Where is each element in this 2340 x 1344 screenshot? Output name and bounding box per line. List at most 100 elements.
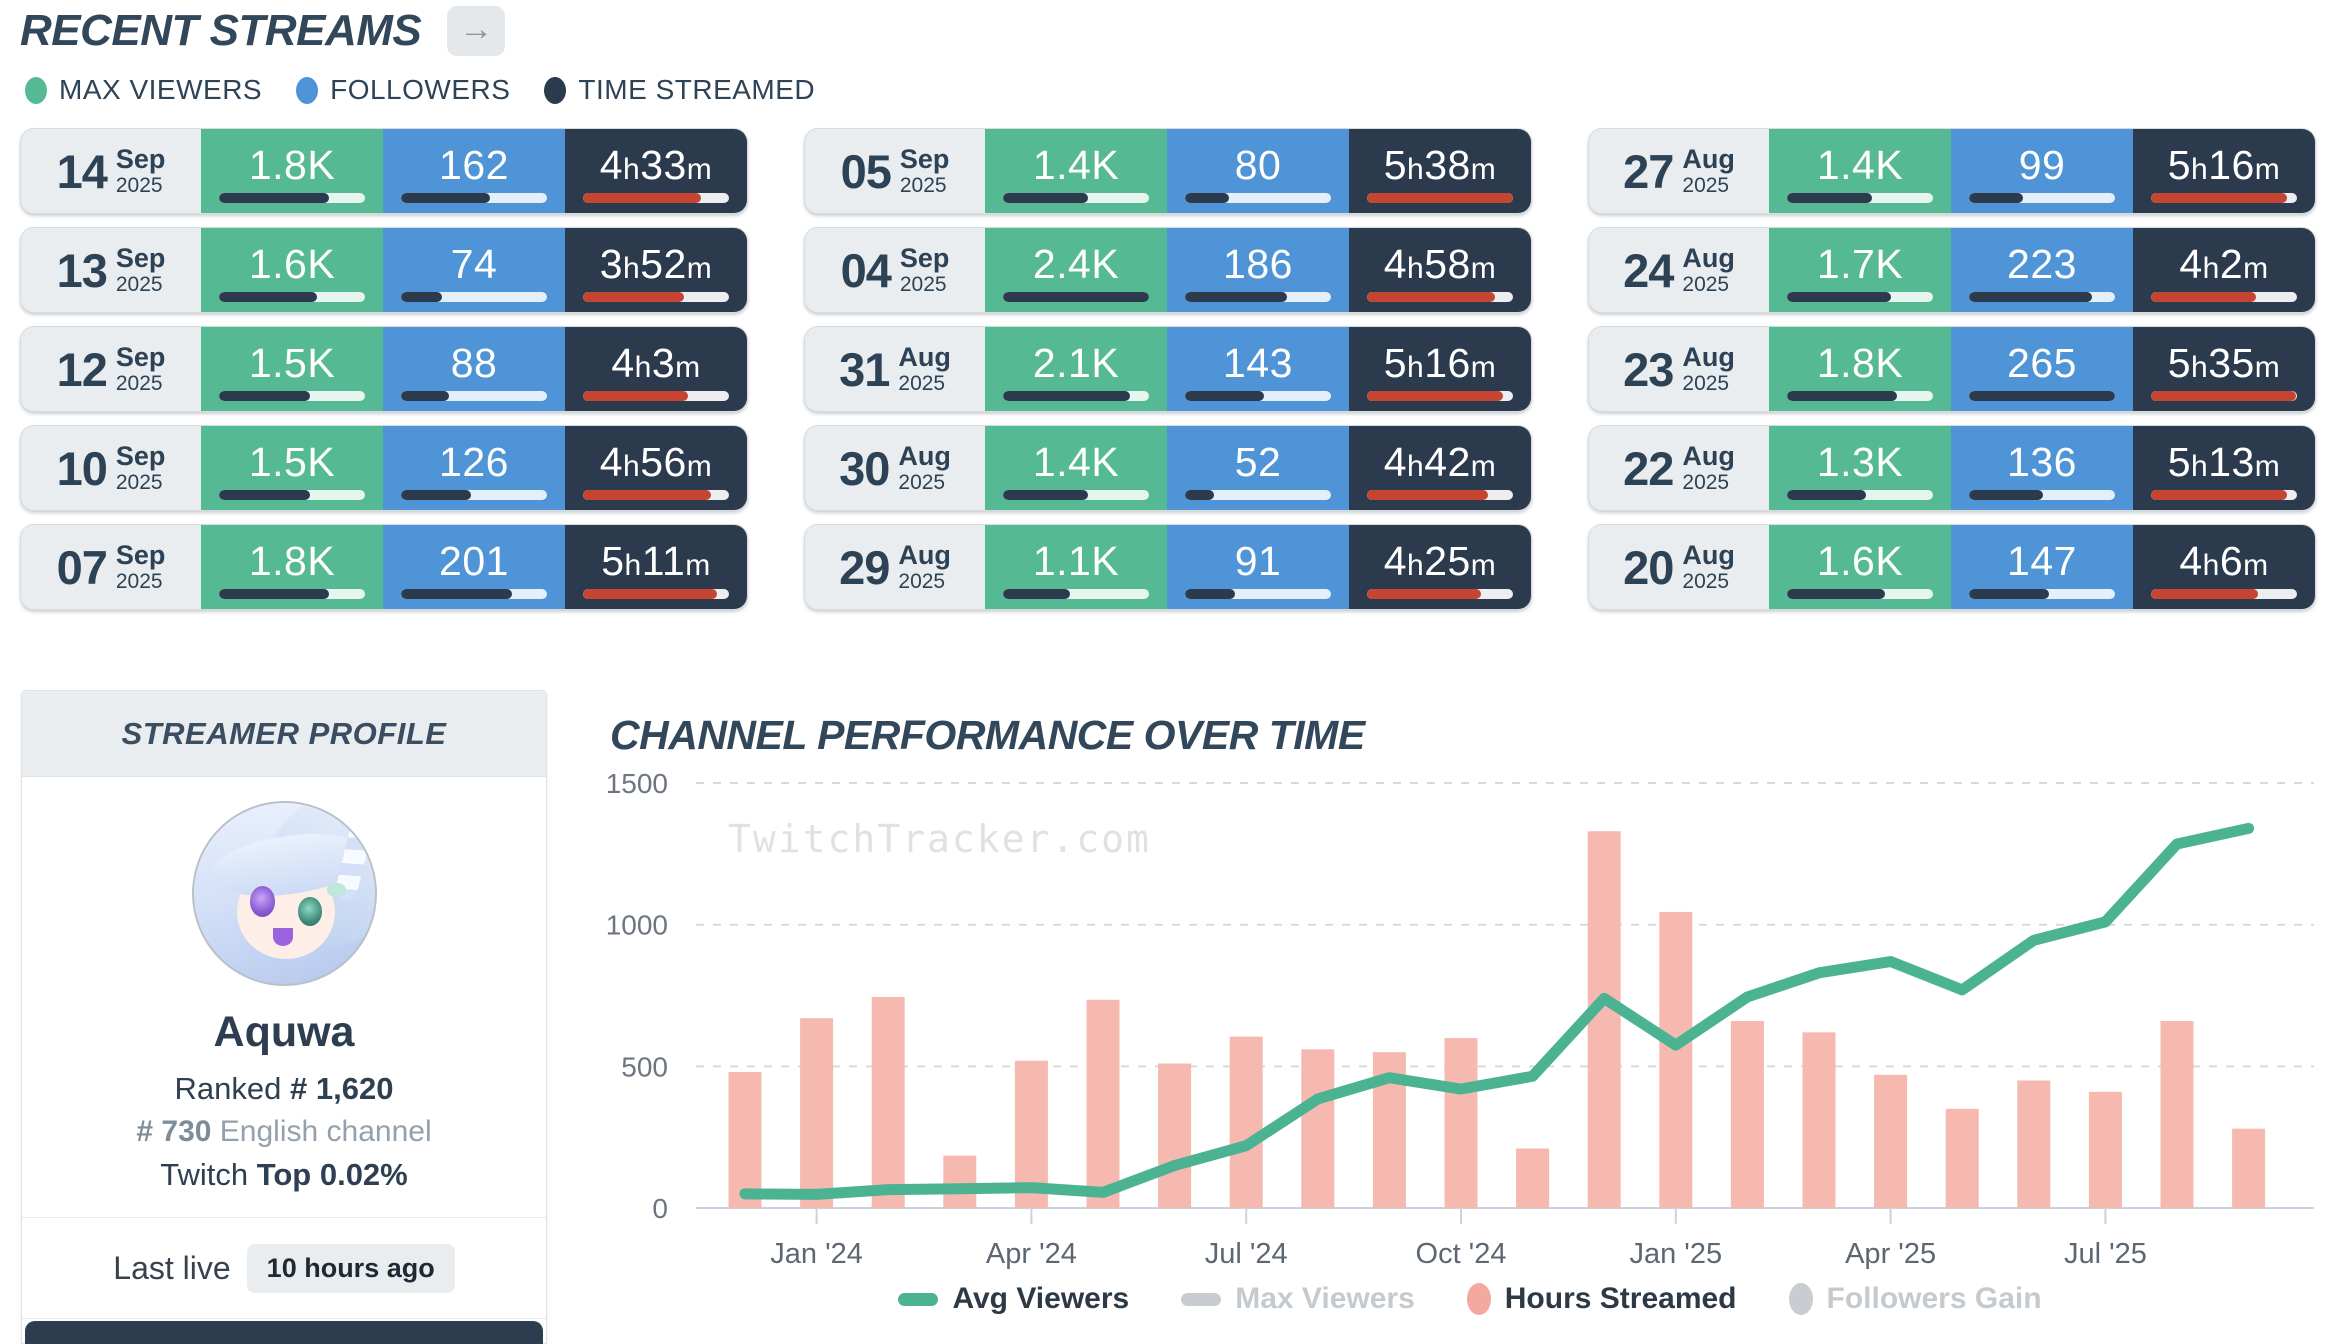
stream-month-year: Sep 2025 [115, 342, 166, 395]
stream-row[interactable]: 24 Aug 2025 1.7K 223 4h2m [1588, 227, 2316, 313]
progress-fill [2151, 490, 2287, 501]
stream-row[interactable]: 10 Sep 2025 1.5K 126 4h56m [20, 425, 748, 511]
time-streamed-value: 4h6m [2179, 537, 2269, 584]
progress-fill [583, 193, 702, 204]
time-streamed-value: 5h11m [601, 537, 711, 584]
max-viewers-cell: 1.3K [1769, 426, 1951, 510]
hours-streamed-bar[interactable] [2232, 1128, 2266, 1208]
followers-cell: 91 [1167, 525, 1349, 609]
progress-bar [1787, 391, 1933, 402]
stream-row[interactable]: 27 Aug 2025 1.4K 99 5h16m [1588, 128, 2316, 214]
followers-cell: 74 [383, 228, 565, 312]
time-streamed-value: 3h52m [599, 240, 713, 287]
max-viewers-cell: 1.4K [1769, 129, 1951, 213]
stream-year: 2025 [898, 372, 946, 395]
hours-streamed-bar[interactable] [871, 996, 905, 1208]
time-streamed-cell: 5h16m [2133, 129, 2315, 213]
progress-bar [401, 490, 547, 501]
stream-row[interactable]: 23 Aug 2025 1.8K 265 5h35m [1588, 326, 2316, 412]
hours-streamed-bar[interactable] [1444, 1038, 1478, 1208]
max-viewers-cell: 1.6K [1769, 525, 1951, 609]
hours-streamed-bar[interactable] [728, 1072, 762, 1208]
followers-value: 201 [439, 537, 509, 584]
hours-streamed-bar[interactable] [1301, 1049, 1335, 1208]
chart-legend-item-max-viewers[interactable]: Max Viewers [1181, 1282, 1415, 1316]
max-viewers-value: 1.6K [248, 240, 336, 287]
stream-row[interactable]: 30 Aug 2025 1.4K 52 4h42m [804, 425, 1532, 511]
max-viewers-cell: 2.1K [985, 327, 1167, 411]
stream-date: 23 Aug 2025 [1589, 327, 1769, 411]
last-live-row: Last live 10 hours ago [22, 1218, 546, 1318]
hours-streamed-bar[interactable] [1730, 1021, 1764, 1208]
progress-fill [1787, 292, 1891, 303]
stream-year: 2025 [898, 570, 946, 593]
max-viewers-value: 2.1K [1032, 339, 1120, 386]
hours-streamed-bar[interactable] [1158, 1063, 1192, 1208]
stream-row[interactable]: 31 Aug 2025 2.1K 143 5h16m [804, 326, 1532, 412]
time-streamed-dot-icon [544, 76, 567, 104]
progress-bar [1969, 391, 2115, 402]
hours-streamed-bar[interactable] [943, 1155, 977, 1208]
max-viewers-value: 1.8K [1816, 339, 1904, 386]
progress-bar [1185, 589, 1331, 600]
chart-legend-item-hours-streamed[interactable]: Hours Streamed [1466, 1282, 1737, 1316]
stream-date: 27 Aug 2025 [1589, 129, 1769, 213]
hours-streamed-bar[interactable] [2017, 1080, 2051, 1208]
line-swatch-icon [1181, 1292, 1222, 1306]
progress-bar [219, 490, 365, 501]
progress-bar [583, 391, 729, 402]
hours-streamed-bar[interactable] [1945, 1108, 1979, 1208]
y-axis-label: 500 [621, 1051, 668, 1082]
stream-date: 04 Sep 2025 [805, 228, 985, 312]
max-viewers-cell: 1.4K [985, 426, 1167, 510]
hours-streamed-bar[interactable] [800, 1018, 834, 1208]
max-viewers-dot-icon [25, 76, 47, 104]
time-streamed-cell: 4h42m [1349, 426, 1531, 510]
stream-row[interactable]: 12 Sep 2025 1.5K 88 4h3m [20, 326, 748, 412]
stream-year: 2025 [115, 570, 163, 593]
stream-row[interactable]: 04 Sep 2025 2.4K 186 4h58m [804, 227, 1532, 313]
progress-fill [1185, 391, 1264, 402]
progress-fill [583, 292, 684, 303]
progress-bar [583, 589, 729, 600]
hours-streamed-bar[interactable] [1587, 831, 1621, 1208]
stream-row[interactable]: 07 Sep 2025 1.8K 201 5h11m [20, 524, 748, 610]
twitch-top-value: Top 0.02% [256, 1157, 408, 1192]
max-viewers-value: 1.7K [1816, 240, 1904, 287]
hours-streamed-bar[interactable] [1229, 1036, 1263, 1208]
stream-row[interactable]: 22 Aug 2025 1.3K 136 5h13m [1588, 425, 2316, 511]
stream-day: 23 [1623, 342, 1674, 396]
chart-legend-item-followers-gain[interactable]: Followers Gain [1788, 1282, 2042, 1316]
hours-streamed-bar[interactable] [2160, 1021, 2194, 1208]
stream-row[interactable]: 20 Aug 2025 1.6K 147 4h6m [1588, 524, 2316, 610]
stream-date: 13 Sep 2025 [21, 228, 201, 312]
recent-streams-header: RECENT STREAMS → [20, 6, 506, 56]
hours-streamed-bar[interactable] [1802, 1032, 1836, 1208]
hours-streamed-bar[interactable] [1659, 911, 1693, 1208]
time-streamed-value: 5h13m [2167, 438, 2281, 485]
hours-streamed-bar[interactable] [1086, 999, 1120, 1208]
followers-value: 136 [2007, 438, 2077, 485]
x-axis-label: Jul '24 [1205, 1238, 1288, 1270]
max-viewers-value: 1.1K [1032, 537, 1120, 584]
stream-row[interactable]: 13 Sep 2025 1.6K 74 3h52m [20, 227, 748, 313]
progress-fill [1969, 193, 2024, 204]
stream-row[interactable]: 29 Aug 2025 1.1K 91 4h25m [804, 524, 1532, 610]
stream-year: 2025 [899, 174, 947, 197]
recent-streams-more-button[interactable]: → [447, 6, 506, 56]
hours-streamed-bar[interactable] [1516, 1148, 1550, 1208]
time-streamed-value: 4h58m [1383, 240, 1497, 287]
stream-month: Sep [115, 342, 166, 372]
hours-streamed-bar[interactable] [2088, 1091, 2122, 1208]
chart-legend-item-avg-viewers[interactable]: Avg Viewers [898, 1282, 1129, 1316]
stream-row[interactable]: 14 Sep 2025 1.8K 162 4h33m [20, 128, 748, 214]
progress-bar [583, 292, 729, 303]
legend-item-time-streamed: TIME STREAMED [544, 74, 815, 106]
hours-streamed-bar[interactable] [1874, 1074, 1908, 1208]
progress-bar [401, 292, 547, 303]
max-viewers-value: 1.8K [248, 537, 336, 584]
progress-fill [219, 589, 329, 600]
stream-row[interactable]: 05 Sep 2025 1.4K 80 5h38m [804, 128, 1532, 214]
progress-bar [1367, 391, 1513, 402]
stream-year: 2025 [1682, 570, 1730, 593]
